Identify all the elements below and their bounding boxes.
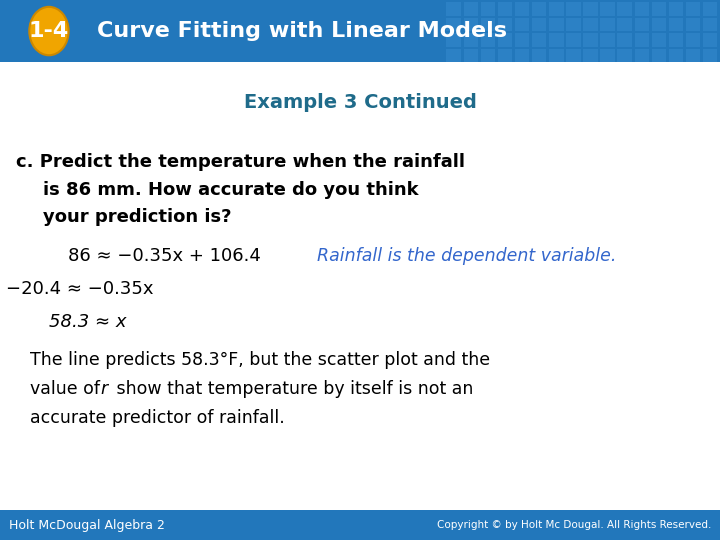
Bar xyxy=(685,33,701,46)
Bar xyxy=(549,18,564,31)
Bar xyxy=(652,49,666,62)
Bar xyxy=(634,2,649,16)
Bar xyxy=(600,2,615,16)
Text: Copyright © by Holt Mc Dougal. All Rights Reserved.: Copyright © by Holt Mc Dougal. All Right… xyxy=(437,520,711,530)
Bar xyxy=(498,2,512,16)
Text: c. Predict the temperature when the rainfall: c. Predict the temperature when the rain… xyxy=(16,153,465,171)
Bar xyxy=(464,49,478,62)
Bar xyxy=(685,18,701,31)
Ellipse shape xyxy=(30,7,68,55)
Bar xyxy=(669,2,683,16)
Bar xyxy=(481,2,495,16)
Bar xyxy=(481,33,495,46)
Text: 1-4: 1-4 xyxy=(29,21,69,41)
Text: 86 ≈ −0.35x + 106.4: 86 ≈ −0.35x + 106.4 xyxy=(68,247,261,265)
Bar xyxy=(498,49,512,62)
Bar xyxy=(669,18,683,31)
Bar xyxy=(652,33,666,46)
Bar xyxy=(481,18,495,31)
Bar xyxy=(618,2,632,16)
Text: −20.4 ≈ −0.35x: −20.4 ≈ −0.35x xyxy=(6,280,153,298)
Bar xyxy=(600,18,615,31)
Text: Holt McDougal Algebra 2: Holt McDougal Algebra 2 xyxy=(9,518,164,532)
Bar xyxy=(464,2,478,16)
Text: Rainfall is the dependent variable.: Rainfall is the dependent variable. xyxy=(317,247,616,265)
Text: value of: value of xyxy=(30,380,106,398)
Bar xyxy=(0,0,720,62)
Bar xyxy=(566,33,580,46)
Bar xyxy=(532,2,546,16)
Bar xyxy=(583,49,598,62)
Text: is 86 mm. How accurate do you think: is 86 mm. How accurate do you think xyxy=(43,180,419,199)
Bar xyxy=(498,33,512,46)
Bar xyxy=(669,33,683,46)
Bar xyxy=(685,49,701,62)
Bar xyxy=(669,49,683,62)
Text: your prediction is?: your prediction is? xyxy=(43,208,232,226)
Bar xyxy=(446,18,461,31)
Bar xyxy=(703,49,717,62)
Bar xyxy=(600,49,615,62)
Bar xyxy=(464,18,478,31)
Text: 58.3 ≈ x: 58.3 ≈ x xyxy=(49,313,127,330)
Bar xyxy=(583,2,598,16)
Text: r: r xyxy=(101,380,108,398)
Bar xyxy=(583,18,598,31)
Bar xyxy=(515,49,529,62)
Bar xyxy=(652,18,666,31)
Bar xyxy=(618,33,632,46)
Bar xyxy=(446,33,461,46)
Bar xyxy=(549,2,564,16)
Bar xyxy=(464,33,478,46)
Bar xyxy=(634,18,649,31)
Bar xyxy=(515,2,529,16)
Bar xyxy=(685,2,701,16)
Bar xyxy=(618,49,632,62)
Bar xyxy=(532,18,546,31)
Bar xyxy=(532,33,546,46)
Bar xyxy=(634,49,649,62)
Bar xyxy=(515,18,529,31)
Bar xyxy=(703,2,717,16)
Text: accurate predictor of rainfall.: accurate predictor of rainfall. xyxy=(30,409,285,427)
Bar xyxy=(515,33,529,46)
Bar xyxy=(600,33,615,46)
Bar xyxy=(446,49,461,62)
Text: Example 3 Continued: Example 3 Continued xyxy=(243,93,477,112)
Bar xyxy=(566,18,580,31)
Bar xyxy=(549,49,564,62)
Bar xyxy=(566,2,580,16)
Text: show that temperature by itself is not an: show that temperature by itself is not a… xyxy=(111,380,473,398)
Bar xyxy=(532,49,546,62)
Bar xyxy=(566,49,580,62)
Bar xyxy=(618,18,632,31)
Bar xyxy=(498,18,512,31)
Bar xyxy=(703,33,717,46)
Bar xyxy=(481,49,495,62)
Bar xyxy=(583,33,598,46)
Text: The line predicts 58.3°F, but the scatter plot and the: The line predicts 58.3°F, but the scatte… xyxy=(30,352,490,369)
Bar xyxy=(446,2,461,16)
Bar xyxy=(0,510,720,540)
Bar xyxy=(634,33,649,46)
Bar xyxy=(652,2,666,16)
Text: Curve Fitting with Linear Models: Curve Fitting with Linear Models xyxy=(97,21,507,41)
Bar xyxy=(549,33,564,46)
Bar xyxy=(703,18,717,31)
